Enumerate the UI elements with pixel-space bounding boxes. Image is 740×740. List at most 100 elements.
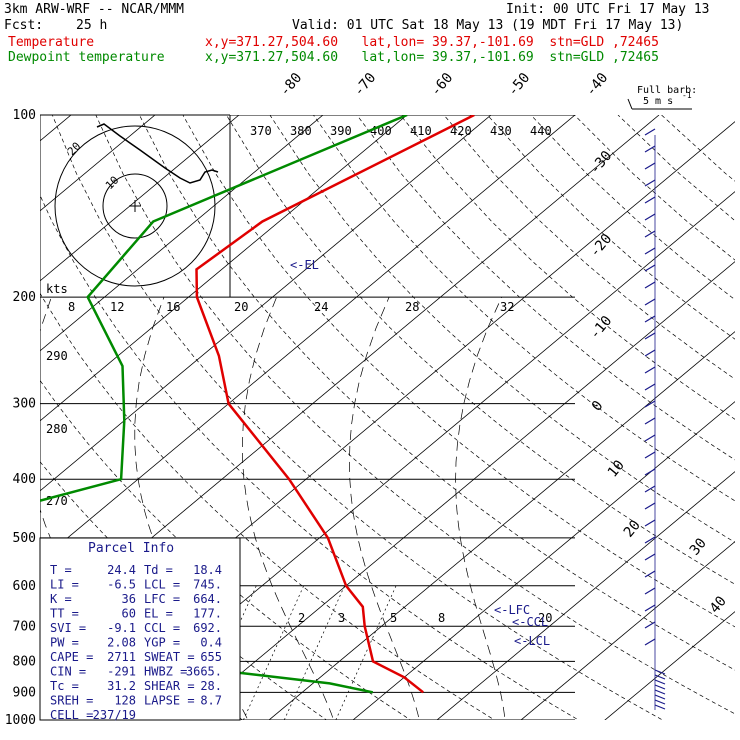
hodograph-ring-label: 20: [65, 140, 84, 159]
pressure-label-500: 500: [13, 531, 36, 546]
parcel-key: Td =: [144, 563, 173, 577]
parcel-key: CELL =: [50, 708, 93, 722]
wind-key-barb: [627, 98, 633, 110]
dry-adiabat: [617, 115, 735, 222]
wind-key: Full barb:5 m s -1: [627, 85, 697, 110]
wind-barb: [644, 383, 656, 391]
dry-adiabat-label: 280: [46, 422, 68, 436]
isotherm-line: [352, 401, 735, 720]
fcst-value: 25 h: [76, 18, 108, 33]
parcel-key: SREH =: [50, 694, 93, 708]
dry-adiabat: [574, 115, 735, 261]
isotherm-line: [40, 115, 240, 282]
mixing-ratio-label: 2: [298, 611, 305, 625]
parcel-key: LI =: [50, 578, 79, 592]
isotherm-line: [604, 611, 735, 720]
parcel-key: HWBZ =: [144, 665, 187, 679]
legend-dewpoint-info: x,y=371.27,504.60 lat,lon= 39.37,-101.69…: [205, 50, 659, 65]
wind-barb: [654, 704, 666, 710]
parcel-title: Parcel Info: [88, 541, 174, 556]
parcel-key: TT =: [50, 607, 79, 621]
wind-barb: [644, 349, 656, 357]
parcel-key: Tc =: [50, 679, 79, 693]
dry-adiabat: [95, 115, 735, 715]
wind-barb: [644, 587, 656, 595]
isotherm-line: [40, 115, 576, 562]
parcel-value: -291: [107, 665, 136, 679]
parcel-key: LCL =: [144, 578, 180, 592]
parcel-value: 2.08: [107, 636, 136, 650]
parcel-value: 2711: [107, 650, 136, 664]
parcel-value: 128: [114, 694, 136, 708]
isotherm-label: 30: [687, 535, 710, 558]
fcst-label: Fcst:: [4, 18, 44, 33]
isotherm-label: -70: [351, 70, 380, 100]
wind-barb: [644, 400, 656, 408]
wind-barb: [644, 332, 656, 340]
parcel-key: SWEAT =: [144, 650, 195, 664]
parcel-info-box: Parcel Info T = 24.4 Td = 18.4 LI = -6.5 LCL = 7…: [39, 537, 241, 722]
pressure-label-900: 900: [13, 685, 36, 700]
wind-barb: [644, 162, 656, 170]
dry-adiabat: [40, 292, 496, 720]
isotherm-label: -50: [505, 70, 534, 100]
parcel-key: SVI =: [50, 621, 86, 635]
isotherm-label: -40: [583, 70, 612, 100]
mixing-ratio-label: 5: [390, 611, 397, 625]
pressure-label-700: 700: [13, 619, 36, 634]
pressure-label-300: 300: [13, 397, 36, 412]
theta-label: 380: [290, 124, 312, 138]
wind-barbs: [644, 128, 666, 710]
wind-barb: [644, 604, 656, 612]
wind-barb: [644, 315, 656, 323]
parcel-key: SHEAR =: [144, 679, 195, 693]
theta-label: 420: [450, 124, 472, 138]
theta-label: 370: [250, 124, 272, 138]
parcel-value: 745.: [193, 578, 222, 592]
isotherm-line: [40, 115, 324, 352]
hodograph-trace: [96, 123, 219, 184]
mixing-ratio-label: 12: [110, 300, 124, 314]
wind-barb: [644, 468, 656, 476]
init-time: Init: 00 UTC Fri 17 May 13: [506, 2, 710, 17]
wind-barb: [654, 669, 666, 675]
parcel-value: -6.5: [107, 578, 136, 592]
level-label: <-EL: [290, 258, 319, 272]
wind-key-title: Full barb:: [637, 85, 697, 96]
parcel-value: -9.1: [107, 621, 136, 635]
parcel-value: 237/19: [93, 708, 136, 722]
theta-label: 430: [490, 124, 512, 138]
wind-barb: [644, 553, 656, 561]
isotherm-label: 10: [605, 457, 628, 480]
wind-barb: [644, 213, 656, 221]
wind-barb: [644, 519, 656, 527]
isotherm-label: -10: [587, 313, 616, 343]
parcel-key: YGP =: [144, 636, 180, 650]
wind-barb: [644, 179, 656, 187]
isotherm-label: -30: [587, 148, 616, 178]
moist-adiabat: [134, 296, 249, 720]
dry-adiabat-label: 290: [46, 349, 68, 363]
dry-adiabat: [182, 115, 735, 628]
parcel-box: [39, 537, 241, 721]
mixing-ratio-line: [243, 585, 304, 720]
hodograph-ring-2: [54, 125, 216, 287]
mixing-ratio-label: 32: [500, 300, 514, 314]
isotherm-line: [268, 331, 735, 720]
dry-adiabat: [269, 115, 735, 543]
level-label: <-LFC: [494, 603, 530, 617]
wind-barb: [644, 485, 656, 493]
parcel-value: 177.: [193, 607, 222, 621]
parcel-key: LAPSE =: [144, 694, 195, 708]
dry-adiabat: [51, 115, 664, 720]
wind-barb: [644, 281, 656, 289]
wind-barb: [644, 247, 656, 255]
dry-adiabat: [226, 115, 735, 585]
parcel-value: 664.: [193, 592, 222, 606]
parcel-key: EL =: [144, 607, 173, 621]
wind-barb: [644, 417, 656, 425]
temperature-line: [195, 115, 475, 694]
wind-barb: [654, 684, 666, 690]
wind-barb: [644, 570, 656, 578]
wind-barb: [644, 621, 656, 629]
